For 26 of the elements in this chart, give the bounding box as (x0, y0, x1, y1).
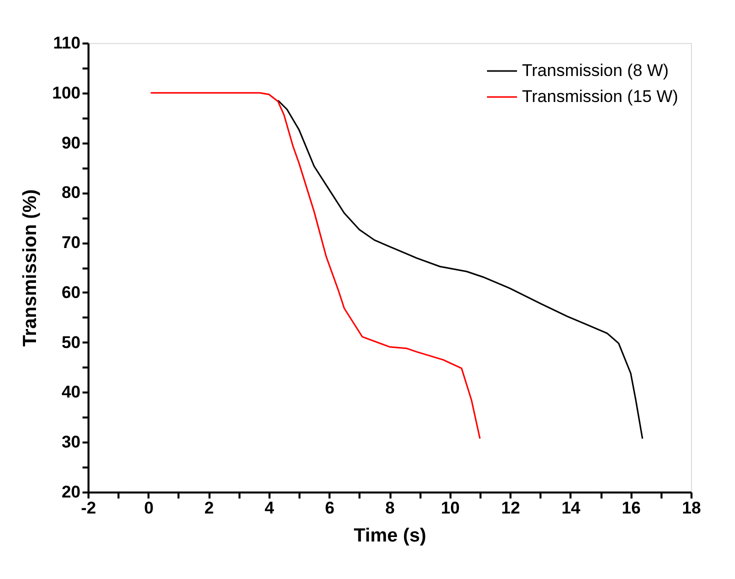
y-tick-label: 110 (53, 34, 80, 52)
x-tick-label: 16 (622, 498, 641, 518)
x-tick-label: 14 (561, 498, 581, 518)
x-axis-title: Time (s) (354, 526, 426, 546)
y-tick-label: 100 (52, 83, 80, 102)
y-tick-label: 40 (62, 382, 80, 402)
y-axis-title: Transmission (%) (20, 189, 42, 347)
x-tick-label: 4 (264, 498, 275, 518)
y-tick-label: 80 (62, 183, 80, 202)
x-tick-label: 8 (385, 498, 395, 518)
x-tick-label: 0 (144, 498, 154, 518)
y-tick-label: 60 (62, 282, 80, 302)
x-tick-label: 12 (501, 498, 520, 518)
y-tick-label: 20 (62, 482, 80, 502)
y-tick-label: 30 (62, 432, 80, 452)
legend-label: Transmission (15 W) (522, 87, 678, 106)
y-tick-label: 90 (62, 133, 80, 152)
line-series (150, 92, 481, 440)
x-tick-label: -2 (80, 498, 96, 518)
y-tick-label: 70 (62, 233, 80, 252)
x-tick-label: 6 (324, 498, 334, 518)
legend-label: Transmission (8 W) (522, 61, 669, 80)
y-tick-label: 50 (62, 332, 80, 352)
x-tick-label: 10 (440, 498, 460, 518)
x-tick-label: 2 (204, 498, 214, 518)
x-tick-label: 18 (682, 498, 701, 518)
